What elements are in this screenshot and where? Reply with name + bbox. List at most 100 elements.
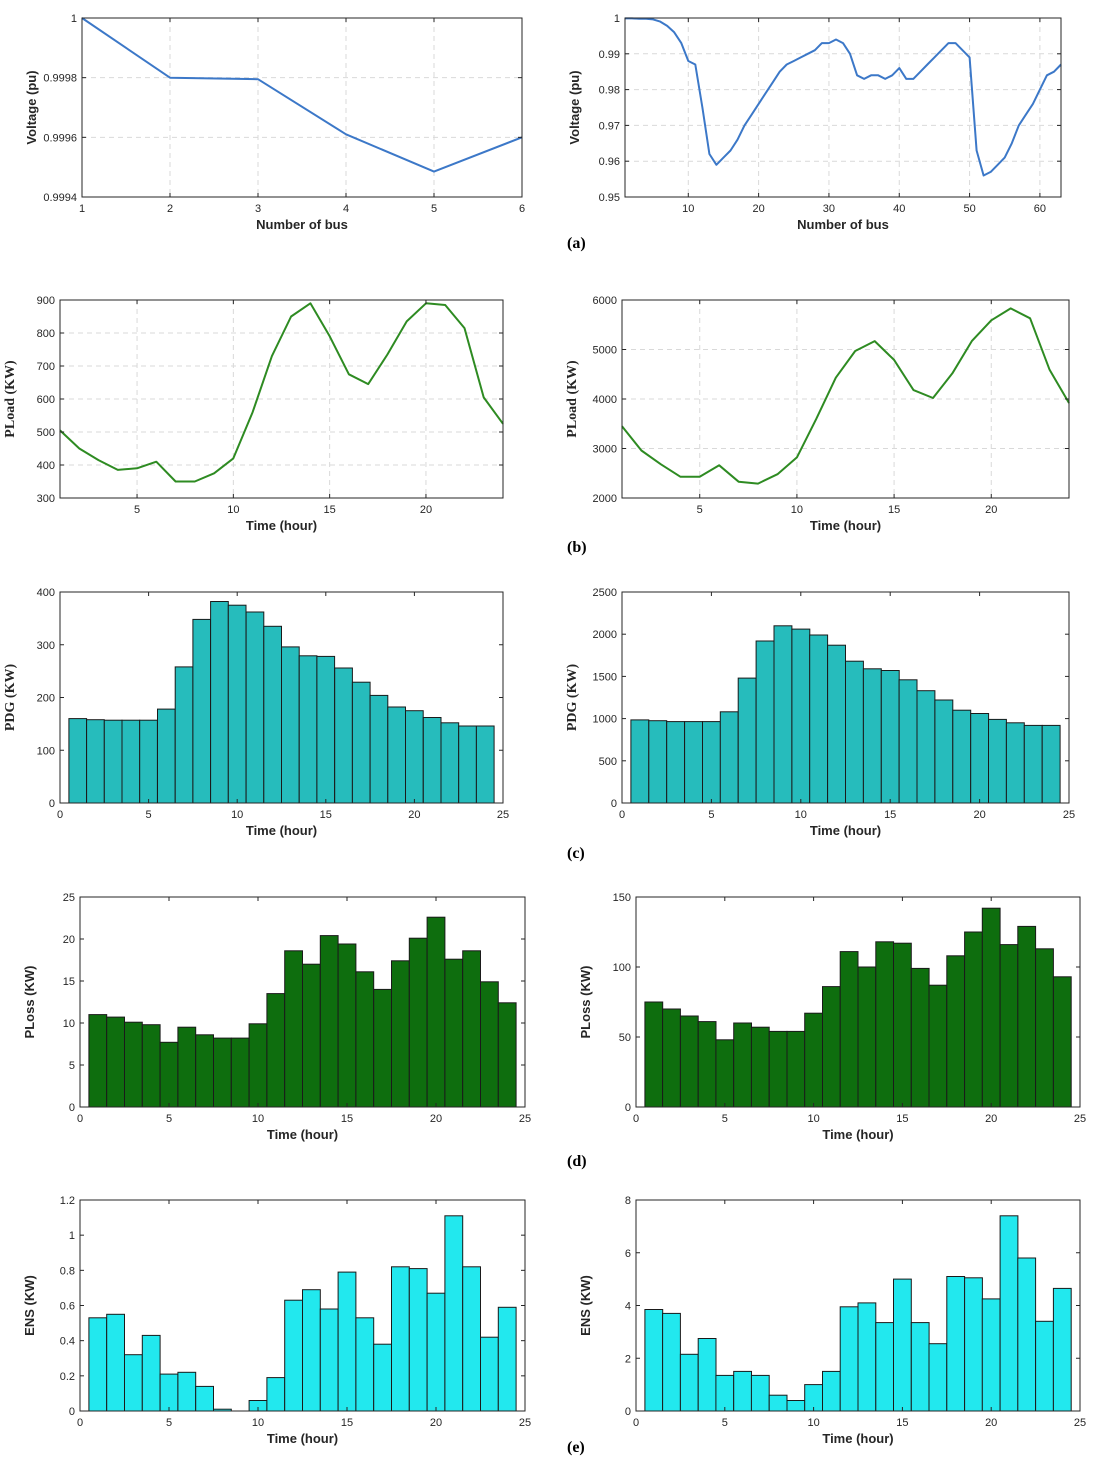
bar [1035, 948, 1054, 1108]
bar [845, 660, 864, 804]
bar [159, 1373, 179, 1412]
bar [737, 677, 757, 804]
bar [141, 1024, 161, 1108]
x-tick-label: 10 [795, 809, 807, 821]
bar [988, 718, 1007, 804]
bar [928, 984, 948, 1108]
gridlines [622, 299, 1069, 499]
bar [458, 725, 477, 804]
chart-5: 0 5 10 15 20 25 0 100 200 300 400 Time (hour) PDG (K… [3, 587, 509, 838]
bar [497, 1002, 517, 1108]
y-tick-label: 6000 [593, 295, 617, 307]
x-tick-label: 20 [973, 809, 985, 821]
bar [822, 986, 841, 1108]
bar [88, 1014, 108, 1108]
bar [684, 721, 703, 804]
x-tick-label: 5 [697, 504, 703, 516]
bar [480, 981, 499, 1108]
y-tick-label: 600 [37, 394, 55, 406]
bar [702, 721, 721, 804]
y-tick-label: 0 [611, 798, 617, 810]
bar [1017, 925, 1037, 1108]
bar [839, 1306, 859, 1412]
x-axis-label: Time (hour) [267, 1127, 338, 1142]
x-tick-label: 20 [752, 203, 764, 215]
y-axis-label: PLoad (KW) [3, 360, 18, 438]
bar [822, 1370, 841, 1412]
y-tick-label: 0.4 [60, 1336, 75, 1348]
x-tick-label: 5 [166, 1417, 172, 1429]
y-tick-label: 8 [625, 1195, 631, 1207]
y-tick-label: 0.9994 [43, 192, 77, 204]
bar [351, 681, 371, 804]
x-tick-label: 15 [896, 1417, 908, 1429]
series-line [621, 307, 1070, 485]
bar [337, 1271, 357, 1412]
chart-10: 0 5 10 15 20 25 0 2 4 6 8 Time (hour) ENS (KW) [578, 1195, 1086, 1446]
ticks: 0 5 10 15 20 25 0 2 4 6 8 [625, 1195, 1086, 1429]
bar [230, 1037, 250, 1108]
bar [281, 646, 300, 804]
bar [266, 1377, 286, 1412]
y-tick-label: 0.8 [60, 1265, 75, 1277]
bar [952, 709, 972, 804]
y-tick-label: 100 [37, 745, 55, 757]
y-axis-label: PDG (KW) [565, 664, 580, 732]
bar [121, 719, 141, 804]
bar [786, 1400, 806, 1412]
y-tick-label: 4 [625, 1301, 631, 1313]
y-tick-label: 150 [613, 892, 631, 904]
bar [302, 1289, 321, 1412]
bar [337, 943, 357, 1108]
bar [964, 1277, 983, 1412]
y-tick-label: 100 [613, 962, 631, 974]
bar [964, 931, 983, 1108]
bar [928, 1343, 948, 1412]
bar [750, 1026, 770, 1108]
y-tick-label: 50 [619, 1032, 631, 1044]
bar [302, 963, 321, 1108]
plot-frame [81, 17, 523, 198]
y-tick-label: 3000 [593, 444, 617, 456]
y-axis-label: ENS (KW) [578, 1275, 593, 1336]
x-tick-label: 25 [519, 1113, 531, 1125]
bar [999, 1215, 1019, 1412]
ticks: 5 10 15 20 2000 3000 4000 5000 6000 [593, 295, 1069, 516]
ticks: 0 5 10 15 20 25 0 500 1000 1500 2000 2500 [593, 587, 1076, 821]
plot-frame [79, 896, 526, 1108]
bar [192, 618, 212, 804]
y-tick-label: 0.9998 [43, 73, 77, 85]
bar [227, 604, 247, 804]
bar [422, 717, 442, 804]
x-axis-label: Time (hour) [267, 1431, 338, 1446]
bar [662, 1312, 681, 1412]
x-axis-label: Time (hour) [822, 1431, 893, 1446]
plot-frame [624, 17, 1062, 198]
y-tick-label: 6 [625, 1248, 631, 1260]
x-tick-label: 15 [896, 1113, 908, 1125]
x-tick-label: 25 [519, 1417, 531, 1429]
bar [715, 1039, 735, 1108]
bar [440, 722, 460, 804]
x-tick-label: 20 [430, 1417, 442, 1429]
y-tick-label: 2 [625, 1353, 631, 1365]
bar [263, 625, 282, 804]
chart-9: 0 5 10 15 20 25 0 0.2 0.4 0.6 0.8 1 1.2 Time (hour) EN… [22, 1195, 531, 1446]
bar [174, 666, 194, 804]
bar [697, 1338, 717, 1412]
bar [666, 721, 686, 804]
panel-label: (d) [567, 1153, 587, 1170]
y-tick-label: 2000 [593, 629, 617, 641]
chart-1: 1 2 3 4 5 6 0.9994 0.9996 0.9998 1 Number of bus Vo… [24, 13, 525, 232]
bar [970, 713, 990, 804]
x-tick-label: 25 [1074, 1417, 1086, 1429]
y-tick-label: 1 [614, 13, 620, 25]
bar [141, 1334, 161, 1412]
x-tick-label: 5 [134, 504, 140, 516]
bar [910, 967, 930, 1108]
x-tick-label: 5 [166, 1113, 172, 1125]
bar [804, 1012, 824, 1108]
y-tick-label: 1000 [593, 714, 617, 726]
bar [733, 1370, 753, 1412]
x-tick-label: 10 [682, 203, 694, 215]
